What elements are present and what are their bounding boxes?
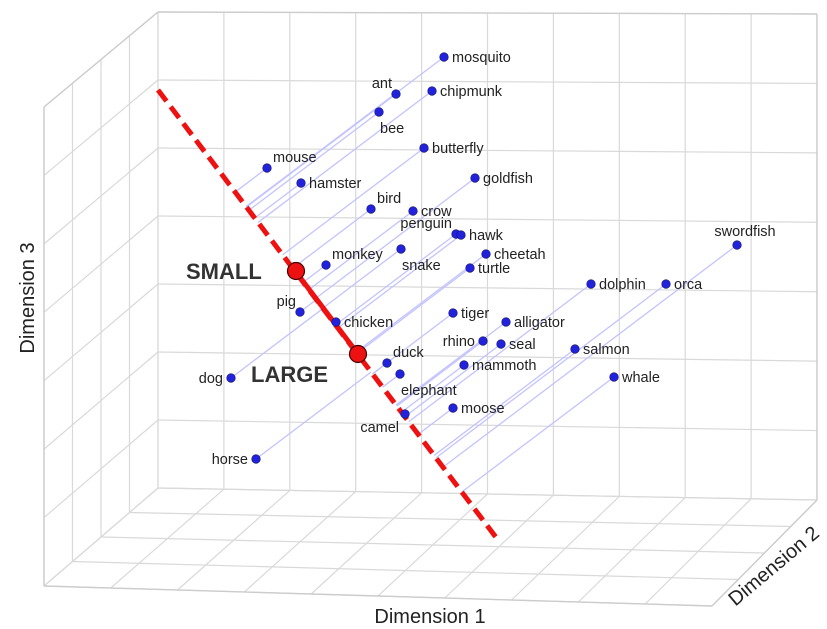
data-point — [662, 280, 671, 289]
data-point — [296, 308, 305, 317]
data-label: monkey — [332, 247, 384, 263]
data-label: chipmunk — [440, 84, 503, 100]
data-label: hamster — [309, 176, 362, 192]
y-axis-title: Dimension 3 — [17, 242, 39, 353]
data-point — [482, 250, 491, 259]
size-axis — [158, 90, 498, 540]
data-label: bird — [377, 191, 401, 207]
data-point — [471, 174, 480, 183]
data-label: mammoth — [472, 358, 536, 374]
projection-line — [235, 168, 267, 192]
data-point — [263, 164, 272, 173]
large-anchor-label: LARGE — [251, 362, 328, 387]
data-label: ant — [372, 76, 392, 92]
data-point — [571, 345, 580, 354]
box-edge — [44, 586, 712, 606]
data-point — [479, 337, 488, 346]
data-label: rhino — [443, 334, 475, 350]
data-label: pig — [277, 294, 296, 310]
grid — [44, 12, 817, 606]
data-label: dog — [199, 371, 223, 387]
data-point — [440, 53, 449, 62]
data-label: moose — [461, 401, 505, 417]
data-label: penguin — [400, 216, 452, 232]
data-label: goldfish — [483, 171, 533, 187]
data-label: bee — [380, 121, 404, 137]
data-point — [367, 205, 376, 214]
projection-line — [462, 377, 614, 492]
data-label: turtle — [478, 261, 510, 277]
floor-gridline — [101, 537, 765, 553]
size-axis-segment — [296, 272, 358, 354]
data-point — [392, 90, 401, 99]
data-point — [733, 241, 742, 250]
floor-gridline — [130, 513, 791, 527]
data-label: mosquito — [452, 50, 511, 66]
data-label: salmon — [583, 342, 630, 358]
data-label: dolphin — [599, 277, 646, 293]
x-axis-title: Dimension 1 — [374, 606, 485, 628]
data-label: orca — [674, 277, 703, 293]
data-label: hawk — [469, 228, 504, 244]
data-point — [409, 207, 418, 216]
floor-gridline — [73, 562, 739, 580]
data-point — [457, 231, 466, 240]
z-axis-title: Dimension 2 — [724, 522, 823, 610]
data-label: duck — [393, 345, 424, 361]
small-anchor-label: SMALL — [186, 259, 262, 284]
data-label: butterfly — [432, 141, 484, 157]
data-label: swordfish — [714, 224, 775, 240]
data-point — [252, 455, 261, 464]
data-point — [322, 261, 331, 270]
data-label: horse — [212, 452, 248, 468]
data-label: whale — [621, 370, 660, 386]
data-label: alligator — [514, 315, 565, 331]
data-point — [383, 359, 392, 368]
data-label: chicken — [344, 315, 393, 331]
data-label: camel — [360, 420, 399, 436]
data-point — [460, 361, 469, 370]
data-point — [587, 280, 596, 289]
data-point — [428, 87, 437, 96]
data-label: mouse — [273, 150, 317, 166]
data-point — [466, 264, 475, 273]
data-label: seal — [509, 337, 536, 353]
data-point — [297, 179, 306, 188]
data-point — [396, 370, 405, 379]
box-edge — [158, 12, 817, 14]
data-point — [449, 309, 458, 318]
data-point — [375, 108, 384, 117]
data-label: elephant — [401, 383, 457, 399]
data-point — [420, 144, 429, 153]
data-point — [449, 404, 458, 413]
data-label: snake — [402, 258, 441, 274]
data-point — [332, 318, 341, 327]
data-point — [227, 374, 236, 383]
data-point — [502, 318, 511, 327]
small-anchor-point — [288, 263, 305, 280]
projection-line — [418, 408, 453, 434]
data-label: tiger — [461, 306, 489, 322]
data-point — [397, 245, 406, 254]
data-point — [401, 410, 410, 419]
data-point — [497, 340, 506, 349]
large-anchor-point — [350, 346, 367, 363]
data-point — [610, 373, 619, 382]
